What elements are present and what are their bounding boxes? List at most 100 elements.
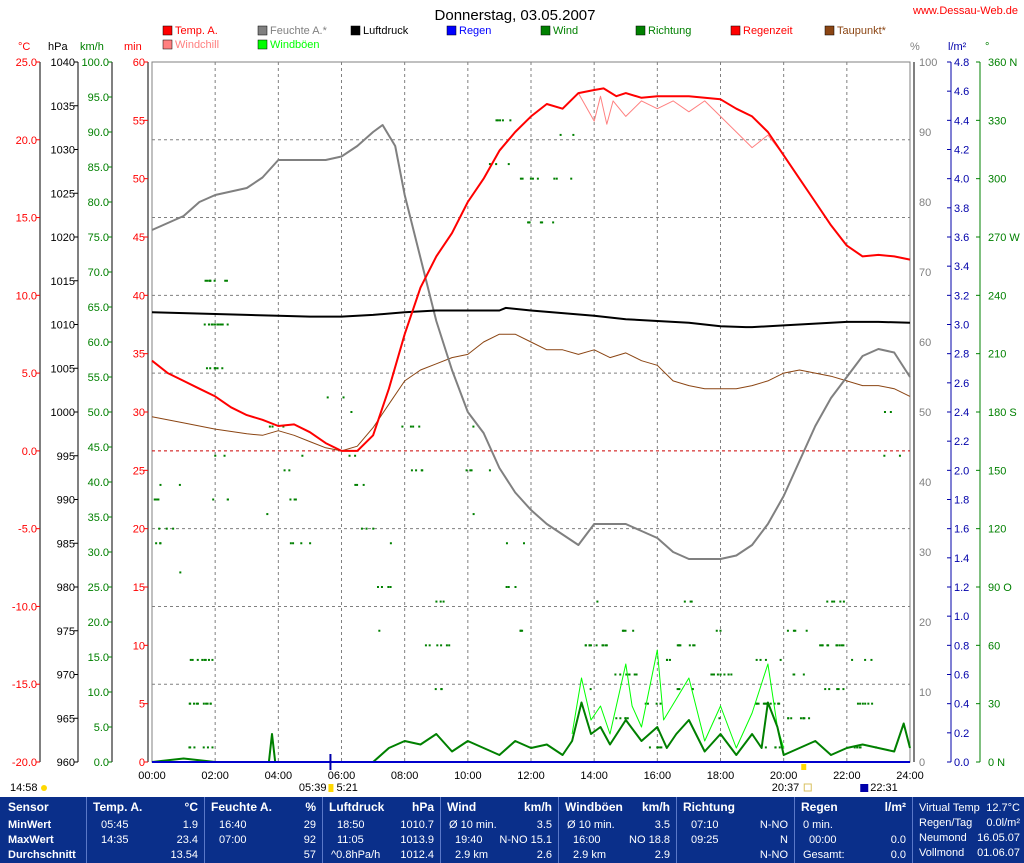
direction-dot bbox=[365, 527, 368, 530]
direction-dot bbox=[401, 425, 404, 428]
direction-dot bbox=[541, 221, 544, 224]
direction-dot bbox=[300, 542, 303, 545]
direction-dot bbox=[158, 527, 161, 530]
direction-dot bbox=[864, 658, 867, 661]
legend-swatch bbox=[635, 25, 646, 36]
direction-dot bbox=[204, 658, 207, 661]
direction-dot bbox=[536, 177, 539, 180]
pressure-tick-label: 1000 bbox=[51, 407, 75, 419]
direction-dot bbox=[442, 600, 445, 603]
direction-dot bbox=[159, 483, 162, 486]
direction-dot bbox=[205, 367, 208, 370]
direction-r1-value: N-NO bbox=[759, 819, 788, 831]
rain-panel: Regen l/m² 0 min. 00:00 0.0 Gesamt: 0.0 bbox=[795, 797, 913, 863]
direction-dot bbox=[470, 469, 473, 472]
direction-dot bbox=[507, 163, 510, 166]
direction-dot bbox=[898, 454, 901, 457]
direction-dot bbox=[619, 673, 622, 676]
pressure-tick-label: 1015 bbox=[51, 276, 75, 288]
direction-dot bbox=[678, 644, 681, 647]
direction-tick-label: 270 W bbox=[988, 232, 1020, 244]
time-tick-label: 24:00 bbox=[896, 770, 924, 782]
direction-dot bbox=[833, 600, 836, 603]
humidity-tick-label: 70 bbox=[919, 267, 931, 279]
direction-dot bbox=[420, 469, 423, 472]
direction-dot bbox=[282, 425, 285, 428]
direction-dot bbox=[668, 658, 671, 661]
full-moon-date: 01.06.07 bbox=[977, 847, 1020, 859]
direction-dot bbox=[196, 702, 199, 705]
direction-dot bbox=[839, 600, 842, 603]
direction-dot bbox=[436, 644, 439, 647]
direction-dot bbox=[507, 586, 510, 588]
time-tick-label: 22:00 bbox=[833, 770, 861, 782]
direction-dot bbox=[389, 542, 392, 545]
direction-dot bbox=[826, 600, 829, 603]
direction-dot bbox=[209, 367, 212, 370]
direction-unit-label: ° bbox=[985, 41, 989, 53]
direction-dot bbox=[644, 702, 647, 705]
direction-dot bbox=[354, 483, 357, 486]
direction-dot bbox=[688, 644, 691, 647]
direction-dot bbox=[440, 688, 443, 691]
direction-dot bbox=[759, 658, 762, 661]
rain-tick-label: 2.4 bbox=[954, 407, 969, 419]
direction-dot bbox=[213, 279, 216, 282]
sunrise-time: 05:39 bbox=[299, 782, 327, 794]
direction-dot bbox=[519, 629, 522, 632]
series-line-taupunkt bbox=[151, 333, 911, 452]
humidity-tick-label: 20 bbox=[919, 617, 931, 629]
direction-dot bbox=[342, 396, 345, 399]
direction-dot bbox=[531, 177, 534, 180]
summary-table: Sensor MinWert MaxWert Durchschnitt Temp… bbox=[0, 797, 1024, 863]
temp-max-time: 14:35 bbox=[101, 834, 129, 846]
gust-r1-value: 3.5 bbox=[654, 819, 670, 831]
direction-dot bbox=[211, 658, 214, 661]
wind-tick-label: 35.0 bbox=[88, 512, 109, 524]
pressure-tick-label: 1030 bbox=[51, 145, 75, 157]
rain-tick-label: 4.2 bbox=[954, 145, 969, 157]
direction-dot bbox=[859, 702, 862, 705]
grid bbox=[151, 61, 911, 763]
direction-dot bbox=[309, 542, 312, 545]
direction-dot bbox=[214, 454, 217, 457]
direction-dot bbox=[289, 498, 292, 501]
direction-dot bbox=[763, 702, 766, 705]
legend-swatch bbox=[257, 25, 268, 36]
humidity-max-value: 92 bbox=[303, 834, 316, 846]
direction-dot bbox=[226, 323, 229, 326]
row-label-max: MaxWert bbox=[8, 834, 54, 846]
direction-dot bbox=[472, 513, 475, 516]
direction-dot bbox=[326, 396, 329, 399]
direction-dot bbox=[602, 644, 605, 647]
humidity-tick-label: 60 bbox=[919, 337, 931, 349]
rain-r3-label: Gesamt: bbox=[803, 849, 845, 861]
wind-tick-label: 90.0 bbox=[88, 127, 109, 139]
direction-dots bbox=[153, 119, 901, 749]
direction-dot bbox=[779, 658, 782, 661]
sensor-header: Sensor bbox=[8, 800, 49, 814]
rain-per-day-label: Regen/Tag bbox=[919, 817, 973, 829]
moonrise-icon bbox=[860, 784, 869, 792]
site-link[interactable]: www.Dessau-Web.de bbox=[912, 5, 1018, 17]
direction-dot bbox=[529, 177, 532, 180]
row-label-avg: Durchschnitt bbox=[8, 849, 76, 861]
direction-dot bbox=[808, 717, 811, 720]
series-line-temp-a bbox=[151, 87, 911, 452]
direction-tick-label: 150 bbox=[988, 465, 1006, 477]
direction-dot bbox=[301, 454, 304, 457]
pressure-panel: Luftdruck hPa 18:50 1010.7 11:05 1013.9 … bbox=[323, 797, 441, 863]
humidity-tick-label: 40 bbox=[919, 477, 931, 489]
direction-tick-label: 240 bbox=[988, 290, 1006, 302]
direction-dot bbox=[155, 542, 158, 545]
time-tick-label: 06:00 bbox=[328, 770, 356, 782]
direction-dot bbox=[840, 644, 843, 647]
temp-header: Temp. A. bbox=[93, 800, 143, 814]
temp-avg-value: 13.54 bbox=[170, 849, 198, 861]
wind-r3-label: 2.9 km bbox=[455, 849, 489, 861]
direction-dot bbox=[605, 644, 608, 647]
humidity-min-time: 16:40 bbox=[219, 819, 247, 831]
direction-r2-value: N bbox=[780, 834, 788, 846]
direction-dot bbox=[883, 411, 886, 413]
direction-tick-label: 180 S bbox=[988, 407, 1017, 419]
